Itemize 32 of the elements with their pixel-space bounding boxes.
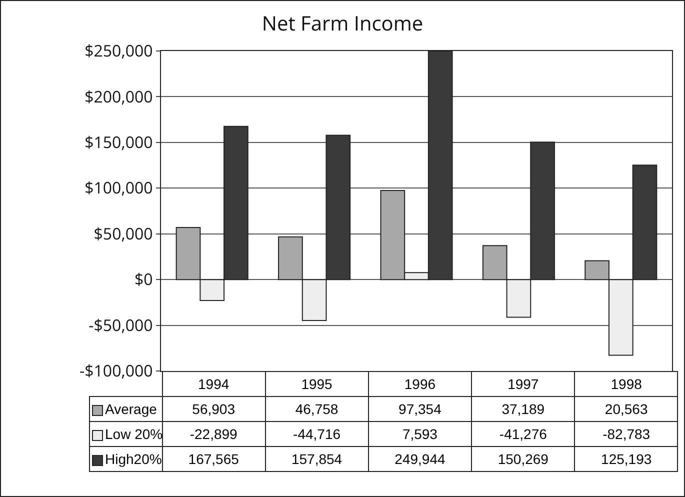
data-label: 46,758	[265, 396, 368, 422]
y-tick-label: $200,000	[84, 85, 153, 108]
x-tick-label: 1994	[162, 372, 266, 396]
y-tick-label: $50,000	[94, 222, 153, 244]
data-label: -22,899	[162, 422, 266, 446]
data-label: 249,944	[368, 446, 472, 472]
data-label: 37,189	[472, 396, 575, 422]
y-tick-label: -$100,000	[79, 360, 153, 382]
chart-title: Net Farm Income	[262, 9, 424, 36]
data-label: 157,854	[265, 446, 368, 472]
data-label: 150,269	[472, 446, 575, 472]
legend-label: Average	[105, 401, 157, 417]
x-tick-label: 1996	[368, 372, 472, 396]
x-tick-label: 1997	[472, 372, 575, 396]
data-label: 56,903	[162, 396, 266, 422]
data-label: -44,716	[265, 422, 368, 446]
data-label: -82,783	[574, 422, 678, 446]
data-label: 97,354	[368, 396, 472, 422]
data-label: 125,193	[574, 446, 678, 472]
x-tick-label: 1995	[265, 372, 368, 396]
legend-label: High20%	[105, 451, 162, 467]
data-label: 7,593	[368, 422, 472, 446]
y-tick-label: $250,000	[84, 40, 153, 62]
x-tick-label: 1998	[574, 372, 678, 396]
y-tick-label: $0	[134, 268, 153, 290]
data-label: 20,563	[574, 396, 678, 422]
data-label: 167,565	[162, 446, 266, 472]
y-tick-label: $150,000	[84, 131, 153, 154]
y-tick-label: $100,000	[84, 176, 153, 199]
y-tick-label: -$50,000	[88, 314, 153, 336]
data-label: -41,276	[472, 422, 575, 446]
legend-label: Low 20%	[105, 426, 163, 442]
